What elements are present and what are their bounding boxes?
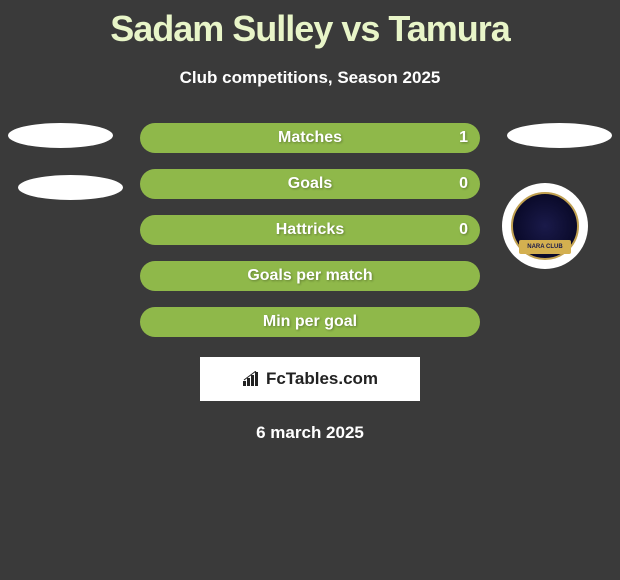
chart-icon [242, 371, 262, 387]
stat-label: Min per goal [263, 313, 357, 331]
stat-row-goals-per-match: Goals per match [0, 261, 620, 291]
date-text: 6 march 2025 [0, 423, 620, 443]
comparison-card: Sadam Sulley vs Tamura Club competitions… [0, 0, 620, 443]
stat-value: 0 [459, 175, 468, 193]
stat-value: 0 [459, 221, 468, 239]
stat-label: Hattricks [276, 221, 344, 239]
club-badge-right: NARA CLUB [502, 183, 588, 269]
stat-label: Matches [278, 129, 342, 147]
stat-bar: Goals 0 [140, 169, 480, 199]
brand-box[interactable]: FcTables.com [200, 357, 420, 401]
stat-row-min-per-goal: Min per goal [0, 307, 620, 337]
club-badge-banner: NARA CLUB [519, 240, 571, 254]
stat-label: Goals per match [247, 267, 372, 285]
stat-value: 1 [459, 129, 468, 147]
club-badge-inner: NARA CLUB [511, 192, 579, 260]
stat-label: Goals [288, 175, 332, 193]
player-avatar-right-1 [507, 123, 612, 148]
stat-bar: Goals per match [140, 261, 480, 291]
stat-bar: Matches 1 [140, 123, 480, 153]
player-avatar-left-1 [8, 123, 113, 148]
player-avatar-left-2 [18, 175, 123, 200]
page-title: Sadam Sulley vs Tamura [0, 0, 620, 50]
stats-area: NARA CLUB Matches 1 Goals 0 Hattricks 0 … [0, 123, 620, 337]
stat-bar: Hattricks 0 [140, 215, 480, 245]
stat-bar: Min per goal [140, 307, 480, 337]
subtitle: Club competitions, Season 2025 [0, 68, 620, 88]
brand-text: FcTables.com [266, 369, 378, 389]
